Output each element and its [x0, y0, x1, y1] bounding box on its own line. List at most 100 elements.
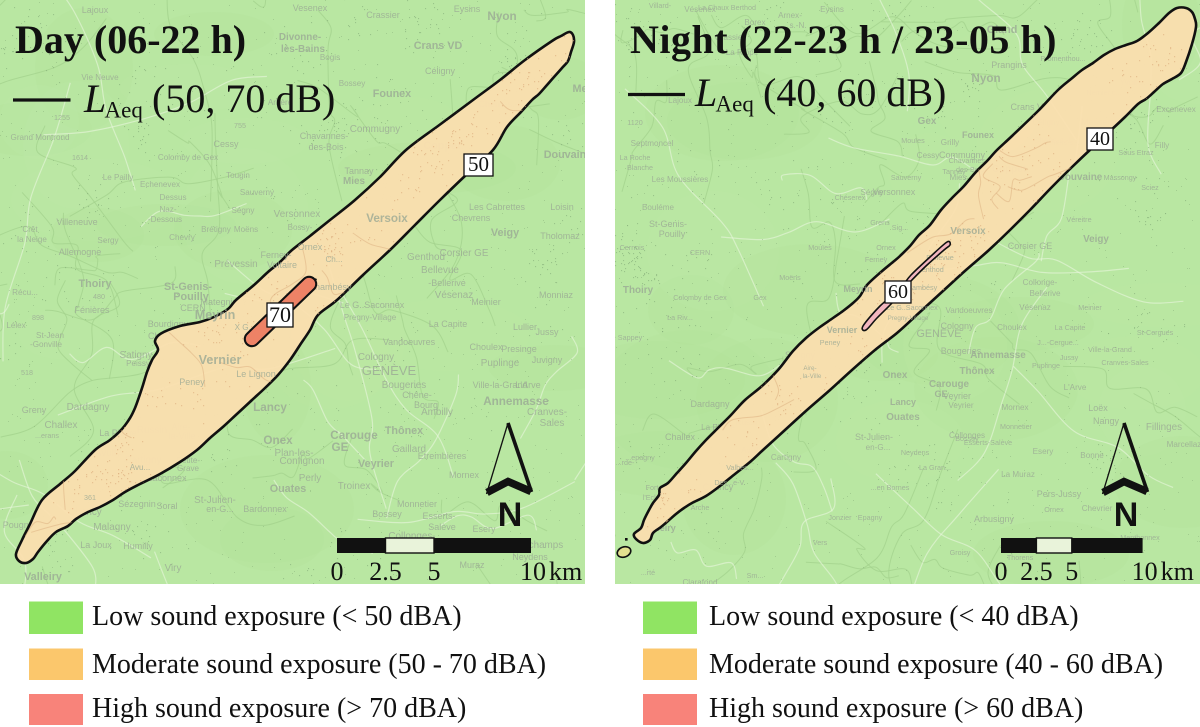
svg-text:Nyon: Nyon — [971, 72, 1000, 85]
svg-text:(40, 60 dB): (40, 60 dB) — [763, 70, 946, 115]
svg-text:Carouge: Carouge — [330, 429, 378, 442]
svg-text:Chevry: Chevry — [169, 233, 196, 242]
svg-text:Cessy: Cessy — [213, 139, 239, 149]
svg-text:Monnetier: Monnetier — [397, 499, 437, 509]
svg-text:Clarafond: Clarafond — [682, 578, 717, 587]
svg-text:Bossey: Bossey — [955, 434, 979, 443]
svg-text:Voltaire: Voltaire — [267, 260, 297, 270]
svg-text:Lajoux: Lajoux — [82, 5, 109, 15]
svg-text:Cranves-Sales: Cranves-Sales — [1101, 358, 1149, 367]
svg-text:Night (22-23 h / 23-05 h): Night (22-23 h / 23-05 h) — [630, 17, 1057, 62]
svg-text:Fénières: Fénières — [74, 305, 110, 315]
svg-text:Low sound exposure (< 40 dBA): Low sound exposure (< 40 dBA) — [709, 601, 1079, 632]
svg-text:Versonnex: Versonnex — [274, 209, 321, 220]
svg-text:Dardagny: Dardagny — [67, 402, 110, 413]
svg-text:Crêt: Crêt — [22, 225, 38, 234]
svg-text:Onex: Onex — [263, 434, 293, 447]
svg-text:km: km — [549, 557, 582, 586]
svg-text:Valbes...: Valbes... — [726, 463, 753, 472]
svg-text:Vesenex: Vesenex — [293, 3, 328, 13]
svg-text:Chambésy: Chambésy — [308, 282, 352, 292]
svg-text:0: 0 — [995, 557, 1008, 586]
svg-text:60: 60 — [888, 281, 908, 303]
svg-text:Viry: Viry — [165, 563, 182, 574]
svg-text:Low sound exposure (< 50 dBA): Low sound exposure (< 50 dBA) — [92, 601, 462, 632]
svg-text:Massongy: Massongy — [1104, 173, 1137, 182]
svg-text:Jussy: Jussy — [535, 327, 559, 337]
svg-text:Malagny: Malagny — [93, 522, 130, 533]
svg-text:Ferney-: Ferney- — [260, 250, 291, 260]
svg-text:Ch...: Ch... — [325, 255, 342, 264]
svg-text:Veigy: Veigy — [1083, 234, 1109, 245]
svg-text:Promenthou...: Promenthou... — [1040, 54, 1085, 63]
svg-text:Meyrin: Meyrin — [195, 308, 236, 322]
svg-text:Des...e-V.: Des...e-V. — [714, 478, 745, 487]
svg-text:Meinier: Meinier — [1078, 303, 1102, 312]
svg-text:Sous Etraz: Sous Etraz — [1118, 148, 1154, 157]
svg-text:Cessy: Cessy — [917, 151, 940, 160]
svg-text:Cologny: Cologny — [358, 352, 394, 363]
svg-text:Le Sappey: Le Sappey — [608, 333, 643, 342]
svg-text:Esery: Esery — [472, 524, 496, 534]
svg-text:Sauverny: Sauverny — [240, 188, 275, 197]
svg-text:Gex: Gex — [753, 293, 767, 302]
svg-text:Mouïes: Mouïes — [808, 243, 832, 252]
svg-text:La Roche: La Roche — [620, 153, 651, 162]
svg-text:Vésenaz: Vésenaz — [435, 290, 473, 301]
svg-text:Sm...: Sm... — [747, 571, 764, 580]
svg-text:-Bellerive: -Bellerive — [428, 278, 466, 288]
svg-text:Chêne-: Chêne- — [402, 390, 432, 400]
svg-text:Chevrier: Chevrier — [1082, 504, 1113, 513]
svg-text:Bellevue: Bellevue — [926, 253, 954, 262]
svg-text:Cernois: Cernois — [620, 243, 645, 252]
svg-text:Arnex-: Arnex- — [778, 11, 802, 20]
svg-text:s.-N.: s.-N. — [789, 21, 806, 30]
svg-text:St-Genis-: St-Genis- — [164, 281, 212, 293]
svg-text:Lancy: Lancy — [890, 397, 916, 407]
svg-text:Ville-la-Grand: Ville-la-Grand — [473, 380, 528, 390]
svg-text:Annemasse: Annemasse — [483, 395, 549, 408]
svg-text:La Capite: La Capite — [1055, 323, 1086, 332]
svg-text:Véreitre: Véreitre — [1066, 215, 1091, 224]
svg-text:Corsier GE: Corsier GE — [1008, 241, 1053, 251]
svg-text:Versoix: Versoix — [950, 226, 986, 237]
svg-text:Laconnex: Laconnex — [147, 473, 187, 483]
svg-text:Loisin: Loisin — [550, 202, 574, 212]
svg-text:St-Julien-: St-Julien- — [855, 432, 893, 442]
svg-text:Plan-les-: Plan-les- — [275, 448, 314, 459]
svg-text:Ornex: Ornex — [1044, 505, 1064, 514]
svg-text:Genthod: Genthod — [407, 252, 445, 263]
svg-text:Collonges-: Collonges- — [388, 531, 435, 542]
svg-text:Neydens: Neydens — [512, 552, 548, 562]
svg-text:St-Cergues: St-Cergues — [1137, 328, 1174, 337]
svg-text:La Joux: La Joux — [80, 540, 112, 550]
svg-text:Sciez: Sciez — [1141, 183, 1159, 192]
svg-text:Bonne: Bonne — [1080, 451, 1104, 460]
svg-text:GE: GE — [934, 389, 947, 399]
svg-text:N: N — [1114, 496, 1139, 534]
svg-text:Avu...: Avu... — [130, 463, 151, 472]
svg-text:...rde-: ...rde- — [616, 458, 635, 467]
svg-text:St-Julien-: St-Julien- — [194, 495, 236, 506]
svg-text:Humilly: Humilly — [123, 541, 153, 551]
svg-text:Eysins: Eysins — [454, 4, 481, 14]
svg-text:Peney: Peney — [179, 377, 205, 387]
svg-text:Juvigny: Juvigny — [532, 355, 563, 365]
svg-text:Thônex: Thônex — [385, 425, 423, 437]
svg-text:Villard-: Villard- — [649, 1, 672, 10]
svg-text:Valleiry: Valleiry — [24, 571, 62, 583]
svg-text:Bourg: Bourg — [414, 400, 438, 410]
svg-text:-Petite-: -Petite- — [174, 456, 200, 465]
svg-text:Crans VD: Crans VD — [414, 40, 463, 52]
svg-text:2.5: 2.5 — [1020, 557, 1053, 586]
svg-text:La Gran...: La Gran... — [919, 463, 951, 472]
svg-text:Grilly: Grilly — [941, 138, 960, 147]
svg-text:Récu...: Récu... — [12, 288, 38, 297]
svg-text:Peissy: Peissy — [126, 359, 151, 368]
svg-text:km: km — [1161, 557, 1194, 586]
svg-text:La Rippe: La Rippe — [726, 48, 759, 57]
svg-text:Versonnex: Versonnex — [873, 187, 916, 197]
svg-text:50: 50 — [468, 152, 489, 176]
svg-text:Moderate sound exposure (50 -: Moderate sound exposure (50 - 70 dBA) — [92, 649, 546, 680]
svg-text:Borex: Borex — [744, 18, 765, 27]
